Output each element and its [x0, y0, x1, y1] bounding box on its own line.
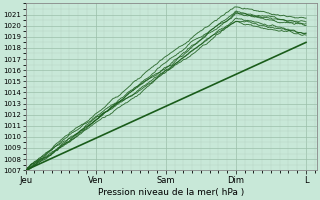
X-axis label: Pression niveau de la mer( hPa ): Pression niveau de la mer( hPa )	[98, 188, 244, 197]
